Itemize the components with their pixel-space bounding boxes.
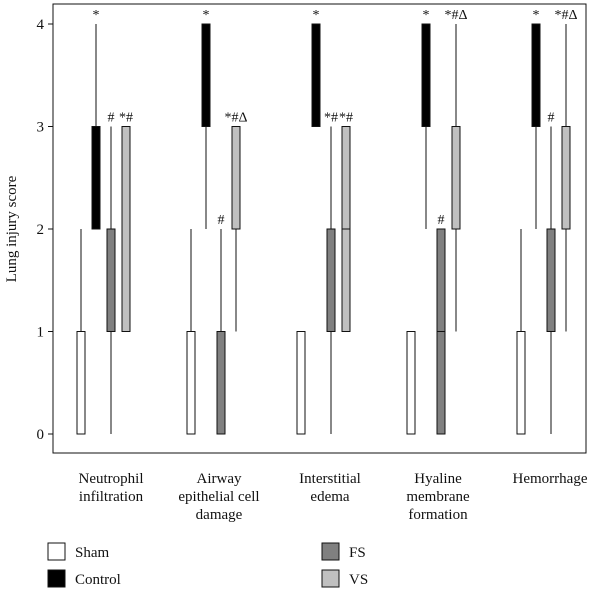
box-control: *: [201, 8, 211, 229]
category-label: Airway epithelial cell damage: [178, 471, 259, 523]
box-rect: [106, 228, 116, 332]
box-vs: *#Δ: [444, 8, 468, 332]
legend-swatch: [47, 569, 66, 588]
y-tick-label: 3: [37, 120, 45, 136]
box-fs: #: [546, 111, 556, 434]
box-rect: [186, 331, 196, 435]
significance-label: #: [548, 111, 555, 126]
significance-label: *: [203, 8, 210, 23]
significance-label: *#: [119, 111, 133, 126]
box-rect: [296, 331, 306, 435]
y-tick-label: 0: [37, 427, 45, 443]
box-rect: [406, 331, 416, 435]
box-rect: [326, 228, 336, 332]
legend-label: Control: [75, 572, 121, 588]
box-control: *: [311, 8, 321, 127]
box-rect: [546, 228, 556, 332]
box-rect: [201, 23, 211, 127]
box-rect: [421, 23, 431, 127]
box-rect: [311, 23, 321, 127]
legend-swatch: [321, 542, 340, 561]
y-axis: 0 1 2 3 4: [37, 17, 53, 443]
significance-label: #: [218, 213, 225, 228]
y-axis-label: Lung injury score: [4, 175, 20, 282]
legend-swatch: [47, 542, 66, 561]
significance-label: *: [313, 8, 320, 23]
significance-label: #: [108, 111, 115, 126]
box-vs: *#Δ: [554, 8, 578, 332]
box-rect: [121, 126, 131, 332]
box-fs: #: [216, 213, 226, 435]
box-rect: [91, 126, 101, 230]
legend-label: FS: [349, 545, 366, 561]
category-label: Neutrophil infiltration: [79, 471, 144, 505]
significance-label: *: [533, 8, 540, 23]
legend: Sham Control FS VS: [47, 542, 368, 588]
legend-item-fs: FS: [321, 542, 366, 561]
box-control: *: [421, 8, 431, 229]
y-tick-label: 2: [37, 222, 45, 238]
legend-item-sham: Sham: [47, 542, 110, 561]
box-sham: [186, 229, 196, 435]
box-control: *: [531, 8, 541, 229]
category-labels: Neutrophil infiltration Airway epithelial c…: [79, 471, 588, 523]
significance-label: #: [438, 213, 445, 228]
box-sham: [76, 229, 86, 435]
significance-label: *#Δ: [224, 111, 247, 126]
box-vs: *#: [119, 111, 133, 332]
legend-label: VS: [349, 572, 368, 588]
box-vs: *#: [339, 111, 353, 332]
box-rect: [216, 331, 226, 435]
box-series-group: * * * * *##*###*# *#Δ *#*#Δ *#Δ: [76, 8, 578, 435]
box-vs: *#Δ: [224, 111, 248, 332]
box-fs: #: [106, 111, 116, 434]
box-sham: [516, 229, 526, 435]
box-control: *: [91, 8, 101, 230]
box-rect: [516, 331, 526, 435]
category-label: Hyaline membrane formation: [406, 471, 470, 523]
box-rect: [451, 126, 461, 230]
significance-label: *: [93, 8, 100, 23]
legend-item-control: Control: [47, 569, 121, 588]
y-tick-label: 4: [37, 17, 45, 33]
legend-item-vs: VS: [321, 569, 368, 588]
legend-label: Sham: [75, 545, 110, 561]
significance-label: *#Δ: [444, 8, 467, 23]
legend-swatch: [321, 569, 340, 588]
y-tick-label: 1: [37, 325, 45, 341]
box-rect: [231, 126, 241, 230]
box-rect: [561, 126, 571, 230]
box-fs: #: [436, 213, 446, 435]
significance-label: *#Δ: [554, 8, 577, 23]
category-label: Hemorrhage: [513, 471, 588, 487]
box-sham: [406, 331, 416, 435]
box-fs: *#: [324, 111, 338, 434]
significance-label: *#: [339, 111, 353, 126]
box-sham: [296, 331, 306, 435]
box-rect: [76, 331, 86, 435]
significance-label: *: [423, 8, 430, 23]
box-rect: [531, 23, 541, 127]
significance-label: *#: [324, 111, 338, 126]
category-label: Interstitial edema: [299, 471, 361, 505]
